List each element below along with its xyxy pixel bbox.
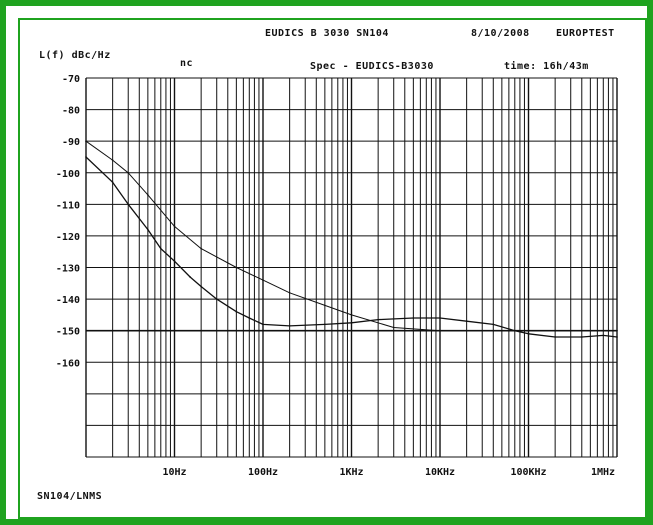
measured-noise-point bbox=[85, 156, 87, 158]
measured-noise-point bbox=[288, 325, 291, 327]
y-tick-label: -130 bbox=[56, 264, 80, 275]
measured-noise-point bbox=[602, 334, 605, 337]
y-tick-label: -140 bbox=[56, 295, 80, 306]
spec-limit-point bbox=[127, 171, 130, 174]
measured-noise-point bbox=[350, 321, 353, 324]
measured-noise-point bbox=[262, 323, 264, 326]
measured-noise-point bbox=[439, 317, 441, 319]
y-tick-labels: -70 -80 -90 -100 -110 -120 -130 -140 -150 -160 bbox=[56, 74, 80, 369]
measured-noise-point bbox=[173, 260, 176, 262]
spec-limit-point bbox=[616, 329, 618, 332]
measured-noise-point bbox=[159, 247, 162, 250]
measured-noise-point bbox=[147, 228, 149, 231]
lab-label: EUROPTEST bbox=[556, 28, 615, 39]
instrument-title: EUDICS B 3030 SN104 bbox=[265, 28, 389, 39]
x-tick-label: 10Hz bbox=[162, 467, 186, 478]
spec-limit-point bbox=[324, 304, 326, 307]
y-tick-label: -90 bbox=[62, 137, 80, 148]
date-label: 8/10/2008 bbox=[471, 28, 530, 39]
spec-limit-point bbox=[288, 291, 291, 294]
measured-noise-point bbox=[324, 323, 326, 326]
measured-noise-point bbox=[215, 298, 218, 300]
spec-limit-point bbox=[262, 279, 264, 281]
measured-noise-point bbox=[127, 203, 130, 206]
measured-noise-point bbox=[189, 276, 191, 278]
mode-label: nc bbox=[180, 58, 193, 69]
measured-noise-point bbox=[200, 285, 202, 288]
spec-limit-point bbox=[147, 194, 149, 196]
spec-limit-point bbox=[392, 326, 395, 329]
measured-noise-point bbox=[111, 181, 114, 184]
y-tick-label: -110 bbox=[56, 200, 80, 211]
spec-limit-point bbox=[439, 329, 441, 332]
series-layer bbox=[85, 140, 618, 338]
y-axis-label: L(f) dBc/Hz bbox=[39, 50, 111, 61]
y-tick-label: -120 bbox=[56, 232, 80, 243]
x-tick-label: 100KHz bbox=[510, 467, 546, 478]
y-tick-label: -150 bbox=[56, 327, 80, 338]
x-tick-label: 1KHz bbox=[339, 467, 363, 478]
y-tick-label: -160 bbox=[56, 358, 80, 369]
spec-label: Spec - EUDICS-B3030 bbox=[310, 61, 434, 72]
x-tick-labels: 10Hz 100Hz 1KHz 10KHz 100KHz 1MHz bbox=[162, 467, 615, 478]
spec-limit-point bbox=[111, 159, 114, 161]
spec-limit-point bbox=[350, 314, 353, 316]
measured-noise-line bbox=[85, 156, 618, 338]
spec-limit-line bbox=[85, 140, 617, 332]
measured-noise-point bbox=[465, 320, 468, 322]
spec-limit-point bbox=[235, 266, 238, 269]
y-tick-label: -100 bbox=[56, 169, 80, 180]
spec-limit-point bbox=[200, 247, 202, 250]
measured-noise-point bbox=[527, 333, 530, 335]
chart-card: EUDICS B 3030 SN104 8/10/2008 EUROPTEST … bbox=[18, 18, 647, 519]
measured-noise-point bbox=[554, 336, 556, 338]
measured-noise-point bbox=[412, 317, 415, 319]
measured-noise-point bbox=[377, 318, 379, 321]
measured-noise-point bbox=[248, 317, 251, 319]
spec-limit-point bbox=[173, 225, 176, 228]
y-tick-label: -70 bbox=[62, 74, 80, 85]
x-tick-label: 1MHz bbox=[591, 467, 615, 478]
phase-noise-chart: EUDICS B 3030 SN104 8/10/2008 EUROPTEST … bbox=[37, 28, 618, 502]
footer-label: SN104/LNMS bbox=[37, 491, 102, 502]
grid bbox=[85, 77, 618, 458]
y-tick-label: -80 bbox=[62, 106, 80, 117]
measured-noise-point bbox=[235, 310, 238, 313]
measured-noise-point bbox=[580, 336, 583, 338]
measured-noise-point bbox=[513, 329, 516, 332]
measured-noise-point bbox=[616, 336, 618, 338]
x-tick-label: 100Hz bbox=[248, 467, 278, 478]
time-label: time: 16h/43m bbox=[504, 60, 589, 72]
spec-limit-point bbox=[85, 140, 87, 142]
measured-noise-point bbox=[492, 323, 495, 326]
x-tick-label: 10KHz bbox=[425, 467, 455, 478]
